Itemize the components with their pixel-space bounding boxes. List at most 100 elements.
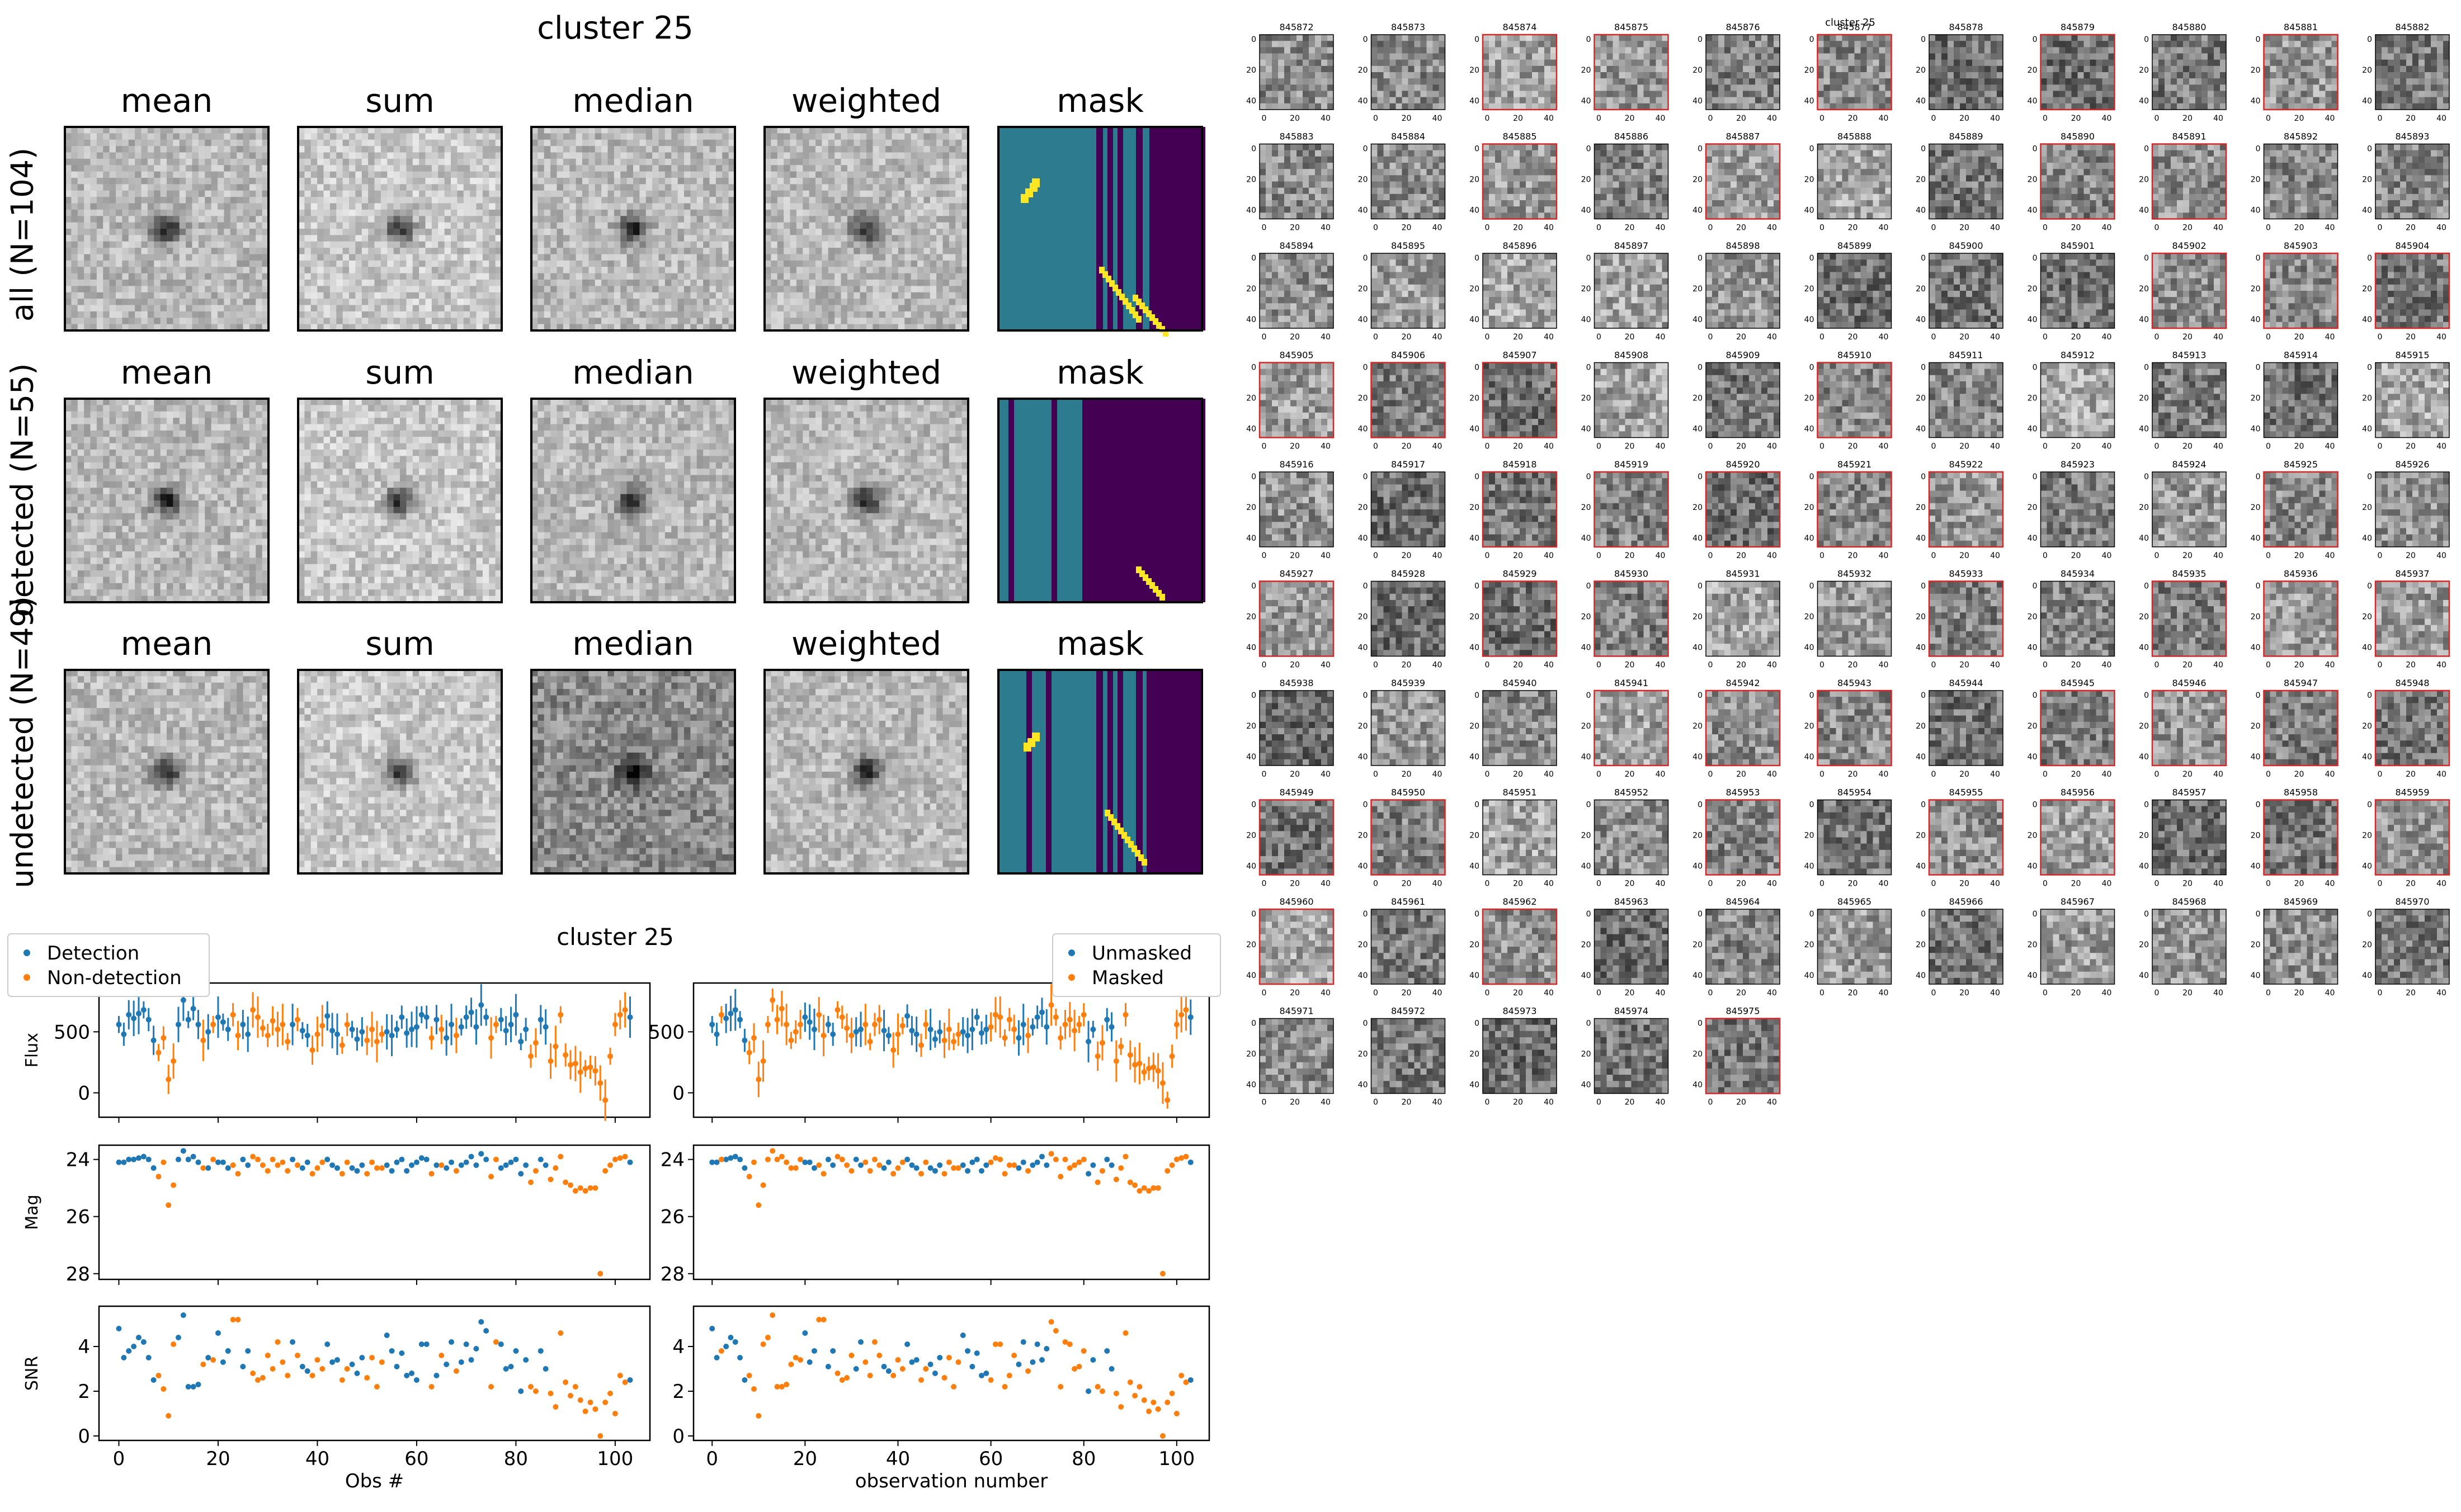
stamp-x-tick: 20 <box>1402 1098 1412 1107</box>
stamp-x-tick: 20 <box>2406 224 2416 233</box>
stamp-frame <box>2263 580 2339 657</box>
stamp-y-tick: 0 <box>2367 801 2372 810</box>
data-point-detection <box>468 1009 474 1015</box>
data-point-unmasked <box>830 1348 836 1354</box>
stamp-id-label: 845909 <box>1725 350 1760 361</box>
data-point-non-detection <box>265 1168 271 1174</box>
axes-frame <box>692 1144 1210 1281</box>
stamp-x-tick: 20 <box>1290 114 1300 123</box>
stamp-frame <box>1817 909 1892 985</box>
stamp-id-label: 845937 <box>2395 569 2429 579</box>
stamp-y-tick: 40 <box>1246 862 1256 871</box>
stamp-frame <box>763 126 969 332</box>
stamp-x-tick: 20 <box>1625 661 1635 670</box>
stamp-x-tick: 20 <box>2182 333 2193 342</box>
data-point-non-detection <box>572 1188 578 1194</box>
data-point-masked <box>997 1341 1003 1347</box>
stamp-y-tick: 40 <box>1358 97 1368 106</box>
data-point-non-detection <box>339 1042 345 1048</box>
stamp-y-tick: 20 <box>1692 176 1703 185</box>
stamp-frame <box>1817 799 1892 876</box>
stamp-x-tick: 0 <box>1708 770 1713 779</box>
data-point-detection <box>334 1357 340 1363</box>
stamp-y-tick: 20 <box>2028 613 2038 622</box>
data-point-masked <box>1095 1384 1101 1390</box>
stamp-frame <box>2152 799 2227 876</box>
data-point-unmasked <box>1086 1038 1092 1045</box>
y-tick-label: 2 <box>672 1381 685 1403</box>
stamp-x-tick: 20 <box>1290 989 1300 998</box>
data-point-masked <box>760 1341 766 1347</box>
data-point-non-detection <box>210 1022 216 1028</box>
data-point-detection <box>116 1326 122 1331</box>
data-point-masked <box>798 1022 804 1028</box>
data-point-detection <box>349 1362 355 1367</box>
stamp-id-label: 845950 <box>1391 787 1425 798</box>
stamp-y-tick: 20 <box>1358 503 1368 512</box>
stamp-x-tick: 40 <box>1990 224 2000 233</box>
stamp-id-label: 845898 <box>1725 240 1760 251</box>
stamp-x-tick: 0 <box>2154 442 2160 451</box>
stamp-y-tick: 20 <box>1804 941 1814 949</box>
stamp-x-tick: 20 <box>1625 989 1635 998</box>
data-point-masked <box>1173 1022 1180 1028</box>
stamp-y-tick: 20 <box>1358 941 1368 949</box>
data-point-masked <box>1123 1330 1129 1336</box>
stamp-y-tick: 0 <box>1251 254 1256 263</box>
stamp-x-tick: 20 <box>1736 551 1746 560</box>
data-point-non-detection <box>200 1037 206 1043</box>
stamp-frame <box>1258 580 1335 657</box>
stamp-x-tick: 40 <box>2213 661 2223 670</box>
data-point-masked <box>848 1032 855 1038</box>
stamp-x-tick: 20 <box>1513 989 1523 998</box>
data-point-masked <box>1146 1065 1152 1071</box>
stamp-frame <box>2040 799 2115 876</box>
stamp-frame <box>1705 1018 1781 1094</box>
data-point-masked <box>992 1341 998 1347</box>
stamp-y-tick: 40 <box>2251 206 2261 215</box>
stamp-x-tick: 40 <box>1656 1098 1666 1107</box>
stamp-frame <box>2040 471 2115 547</box>
stamp-x-tick: 40 <box>1321 224 1331 233</box>
stamp-y-tick: 20 <box>1692 394 1703 403</box>
data-point-unmasked <box>728 1155 734 1161</box>
data-point-masked <box>876 1162 883 1168</box>
stamp-y-tick: 20 <box>1581 503 1591 512</box>
data-point-non-detection <box>155 1373 162 1378</box>
stamp-x-tick: 0 <box>1485 551 1490 560</box>
stamp-frame <box>1705 689 1781 767</box>
stamp-x-tick: 20 <box>1959 989 1969 998</box>
stamp-x-tick: 40 <box>1767 661 1777 670</box>
data-point-unmasked <box>960 1029 966 1035</box>
stamp-y-tick: 0 <box>1809 145 1814 154</box>
stamp-x-tick: 20 <box>2406 989 2416 998</box>
stamp-y-tick: 0 <box>2144 363 2149 372</box>
stamp-figure-title: cluster 25 <box>481 10 749 46</box>
stamp-frame <box>1370 34 1446 110</box>
data-point-detection <box>140 1154 147 1160</box>
data-point-detection <box>180 1148 186 1154</box>
stamp-y-tick: 40 <box>1246 753 1256 762</box>
data-point-non-detection <box>270 1156 276 1163</box>
x-tick-label: 0 <box>706 1448 718 1470</box>
data-point-non-detection <box>285 1373 291 1378</box>
data-point-unmasked <box>1039 1009 1045 1015</box>
data-point-masked <box>760 1058 766 1064</box>
data-point-non-detection <box>572 1384 578 1390</box>
stamp-x-tick: 40 <box>1767 114 1777 123</box>
data-point-non-detection <box>210 1156 216 1163</box>
stamp-x-tick: 0 <box>1819 333 1824 342</box>
stamp-x-tick: 40 <box>2436 442 2446 451</box>
stamp-frame <box>2040 362 2115 438</box>
stamp-x-tick: 0 <box>1485 770 1490 779</box>
data-point-unmasked <box>960 1162 966 1168</box>
stamp-x-tick: 20 <box>1290 333 1300 342</box>
stamp-x-tick: 20 <box>1290 770 1300 779</box>
data-point-masked <box>839 1377 845 1383</box>
stamp-frame <box>1593 909 1669 985</box>
